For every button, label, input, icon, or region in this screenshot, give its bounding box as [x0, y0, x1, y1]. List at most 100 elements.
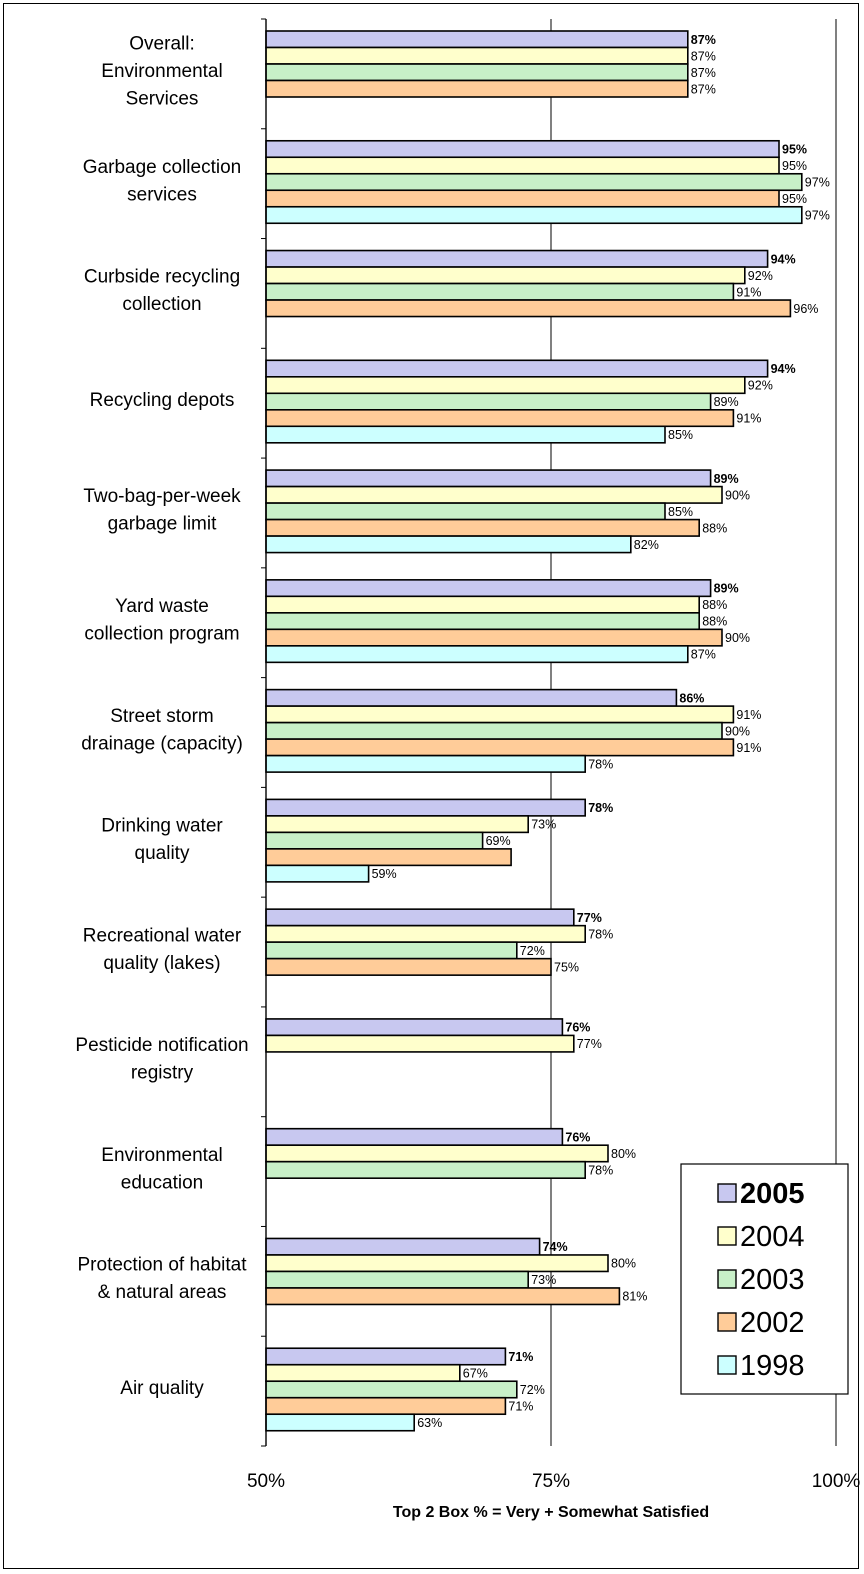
bar — [265, 79, 689, 98]
category-label: Overall: — [129, 33, 194, 54]
legend-swatch — [717, 1269, 737, 1289]
chart-frame — [3, 3, 859, 1569]
legend-swatch — [717, 1312, 737, 1332]
data-label: 73% — [531, 1273, 556, 1287]
category-label: registry — [131, 1063, 194, 1084]
x-tick-label: 75% — [532, 1471, 570, 1492]
data-label: 80% — [611, 1257, 636, 1271]
data-label: 88% — [702, 598, 727, 612]
bar — [265, 1034, 575, 1053]
data-label: 72% — [520, 1383, 545, 1397]
bar — [265, 924, 587, 943]
bar — [265, 1270, 530, 1289]
data-label: 94% — [771, 362, 796, 376]
bar — [265, 815, 530, 834]
bar — [265, 645, 689, 664]
legend-label: 2002 — [740, 1307, 805, 1339]
category-label: services — [127, 184, 197, 205]
legend-label: 2003 — [740, 1264, 805, 1296]
bar — [265, 831, 484, 850]
data-label: 90% — [725, 631, 750, 645]
bar — [265, 628, 723, 647]
category-label: Drinking water — [101, 816, 223, 837]
bar — [265, 579, 712, 598]
data-label: 81% — [622, 1290, 647, 1304]
data-label: 88% — [702, 521, 727, 535]
bar — [265, 266, 746, 285]
data-label: 85% — [668, 505, 693, 519]
data-label: 78% — [588, 757, 613, 771]
data-label: 78% — [588, 1163, 613, 1177]
bar — [265, 612, 701, 631]
bar — [265, 63, 689, 82]
bar — [265, 392, 712, 411]
category-label: drainage (capacity) — [81, 733, 243, 754]
bar — [265, 1144, 609, 1163]
legend-label: 2005 — [740, 1178, 805, 1210]
data-label: 69% — [486, 834, 511, 848]
bar — [265, 738, 735, 757]
x-axis-title: Top 2 Box % = Very + Somewhat Satisfied — [393, 1504, 709, 1521]
data-label: 88% — [702, 615, 727, 629]
category-label: garbage limit — [108, 514, 217, 535]
bar — [265, 299, 792, 318]
x-tick-label: 50% — [247, 1471, 285, 1492]
data-label: 89% — [714, 472, 739, 486]
data-label: 63% — [417, 1416, 442, 1430]
bar — [265, 1347, 507, 1366]
legend-label: 2004 — [740, 1221, 805, 1253]
bar — [265, 205, 803, 225]
bar — [265, 1380, 518, 1399]
category-label: Garbage collection — [83, 157, 241, 178]
bar — [265, 721, 723, 740]
bar — [265, 1237, 541, 1256]
bar — [265, 46, 689, 65]
bar — [265, 30, 689, 49]
category-label: education — [121, 1172, 203, 1193]
legend-swatch — [717, 1183, 737, 1203]
data-label: 74% — [543, 1240, 568, 1254]
data-label: 89% — [714, 582, 739, 596]
data-label: 78% — [588, 927, 613, 941]
data-label: 77% — [577, 911, 602, 925]
bar — [265, 688, 678, 707]
data-label: 95% — [782, 192, 807, 206]
bar — [265, 535, 632, 554]
data-label: 94% — [771, 252, 796, 266]
category-label: Air quality — [120, 1378, 204, 1399]
bar — [265, 1018, 564, 1037]
bar — [265, 1413, 415, 1432]
legend-label: 1998 — [740, 1350, 805, 1382]
data-label: 80% — [611, 1147, 636, 1161]
category-label: Recreational water — [83, 925, 242, 946]
data-label: 96% — [793, 302, 818, 316]
bar — [265, 518, 701, 537]
data-label: 97% — [805, 176, 830, 190]
category-label: Two-bag-per-week — [83, 486, 241, 507]
data-label: 91% — [736, 741, 761, 755]
bar — [265, 425, 666, 444]
bar — [265, 376, 746, 395]
bar — [265, 1287, 621, 1306]
data-label: 82% — [634, 538, 659, 552]
legend-swatch — [717, 1226, 737, 1246]
category-label: Services — [126, 88, 199, 109]
data-label: 75% — [554, 960, 579, 974]
category-label: Environmental — [101, 61, 222, 82]
bar — [265, 139, 780, 159]
category-label: Yard waste — [115, 596, 209, 617]
data-label: 71% — [508, 1350, 533, 1364]
category-label: Curbside recycling — [84, 267, 240, 288]
data-label: 86% — [679, 691, 704, 705]
bar — [265, 1127, 564, 1146]
bar — [265, 864, 370, 883]
category-label: Street storm — [110, 706, 213, 727]
bar — [265, 249, 769, 268]
data-label: 91% — [736, 412, 761, 426]
data-label: 97% — [805, 209, 830, 223]
data-label: 90% — [725, 488, 750, 502]
data-label: 67% — [463, 1366, 488, 1380]
bar — [265, 156, 780, 175]
data-label: 87% — [691, 66, 716, 80]
